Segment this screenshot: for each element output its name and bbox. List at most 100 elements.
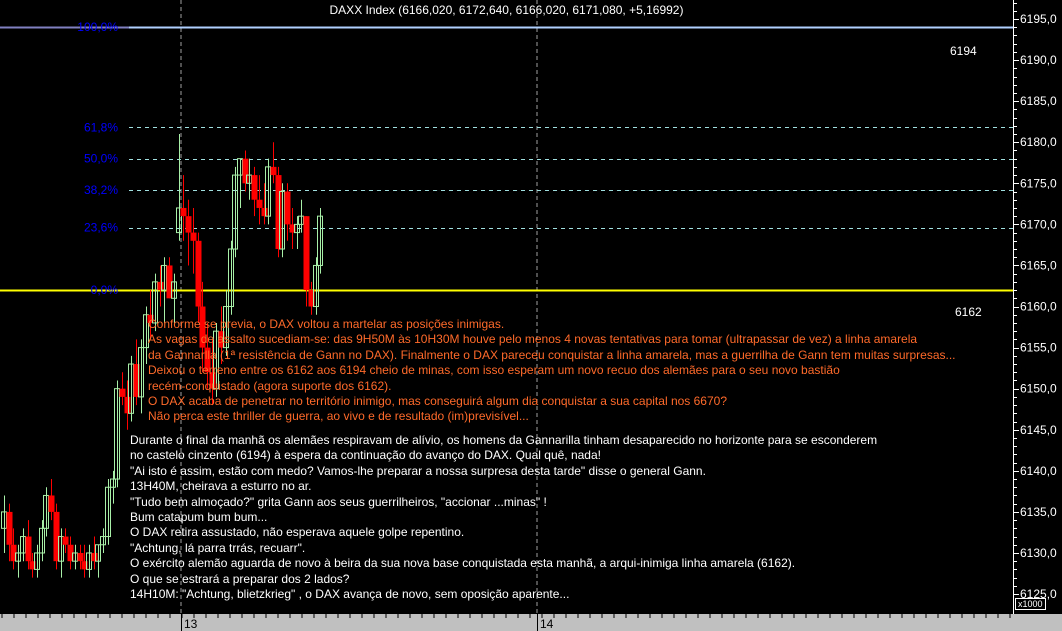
candle [124, 380, 131, 430]
candle-body [29, 561, 36, 570]
price-tick-label: 6190,0 [1020, 53, 1057, 67]
candle [261, 183, 268, 225]
candle-body [180, 207, 187, 217]
candle [265, 158, 271, 225]
chart-title: DAXX Index (6166,020, 6172,640, 6166,020… [329, 3, 684, 17]
candle-body [270, 166, 277, 176]
price-tick-label: 6180,0 [1020, 135, 1057, 149]
price-tick-label: 6160,0 [1020, 300, 1057, 314]
candle [275, 166, 282, 258]
candle-body [171, 281, 177, 299]
candle-body [209, 372, 216, 389]
candle [251, 166, 258, 217]
fib-label: 38,2% [84, 183, 118, 197]
candle-body [251, 175, 258, 200]
candle [67, 536, 74, 570]
candle [313, 257, 319, 315]
candle [62, 528, 69, 553]
candle [303, 216, 310, 307]
price-tick-label: 6140,0 [1020, 464, 1057, 478]
candle [48, 479, 55, 521]
time-tick-label: 13 [184, 617, 198, 631]
candle-body [95, 544, 101, 562]
price-tick-label: 6195,0 [1020, 12, 1057, 26]
candle [242, 150, 249, 192]
candle-body [303, 216, 310, 291]
candle-body [228, 248, 234, 308]
candle-body [176, 207, 182, 234]
candle-body [213, 330, 219, 390]
candle [204, 322, 211, 389]
candle [232, 166, 238, 258]
candle [81, 544, 88, 578]
time-axis[interactable] [0, 614, 1013, 631]
candle [119, 372, 126, 406]
candle-body [48, 495, 55, 512]
candle-body [67, 544, 74, 562]
candle [53, 503, 60, 570]
candle [218, 306, 225, 365]
candle-body [138, 347, 144, 398]
candle [213, 322, 219, 397]
candle-body [313, 264, 319, 308]
price-tick-label: 6165,0 [1020, 258, 1057, 272]
red-commentary: Conforme se previa, o DAX voltou a marte… [148, 317, 956, 424]
candle [110, 470, 116, 504]
candle-body [81, 561, 88, 570]
candle [199, 281, 206, 373]
annotation-6162: 6162 [955, 305, 982, 319]
candle-body [289, 224, 296, 233]
price-tick-label: 6135,0 [1020, 505, 1057, 519]
price-axis [1013, 0, 1062, 614]
price-tick-label: 6170,0 [1020, 217, 1057, 231]
candle [34, 544, 40, 578]
fib-label: 50,0% [84, 152, 118, 166]
candle [105, 479, 111, 545]
candle-body [119, 388, 126, 397]
candle [100, 528, 106, 553]
candle [10, 528, 17, 570]
candle-body [147, 314, 154, 323]
candle-body [105, 486, 111, 538]
candle [190, 207, 197, 274]
candle [289, 207, 296, 250]
candle [317, 207, 323, 274]
candle [185, 199, 192, 266]
candle [152, 273, 158, 332]
time-tick-label: 14 [540, 617, 554, 631]
candle-body [294, 223, 300, 234]
candle [256, 175, 263, 225]
candle [308, 281, 315, 315]
candle [143, 306, 149, 365]
candle [6, 503, 13, 562]
candle-body [152, 281, 158, 324]
candle-body [6, 511, 13, 545]
candle [176, 134, 182, 241]
candle-body [284, 191, 291, 225]
candle [91, 536, 98, 570]
price-tick-label: 6125,0 [1020, 587, 1057, 601]
candle [237, 158, 243, 208]
candle [180, 175, 187, 241]
candle-body [275, 175, 282, 250]
white-commentary: Durante o final da manhã os alemães resp… [130, 433, 878, 602]
candle-body [34, 552, 40, 570]
fib-label: 0,0% [91, 283, 119, 297]
candle-body [256, 199, 263, 208]
candle [223, 290, 229, 356]
candle-body [157, 281, 164, 291]
candle-body [58, 536, 64, 562]
candle-body [100, 536, 106, 546]
candle-body [133, 364, 140, 397]
axis-corner [1013, 614, 1062, 631]
candle-body [166, 265, 173, 299]
candle-body [242, 158, 249, 184]
candle [171, 273, 177, 323]
candle [195, 232, 202, 323]
candle [77, 544, 84, 570]
candle [39, 520, 45, 562]
fib-label: 61,8% [84, 120, 118, 134]
candle [147, 290, 154, 340]
price-tick-label: 6185,0 [1020, 94, 1057, 108]
